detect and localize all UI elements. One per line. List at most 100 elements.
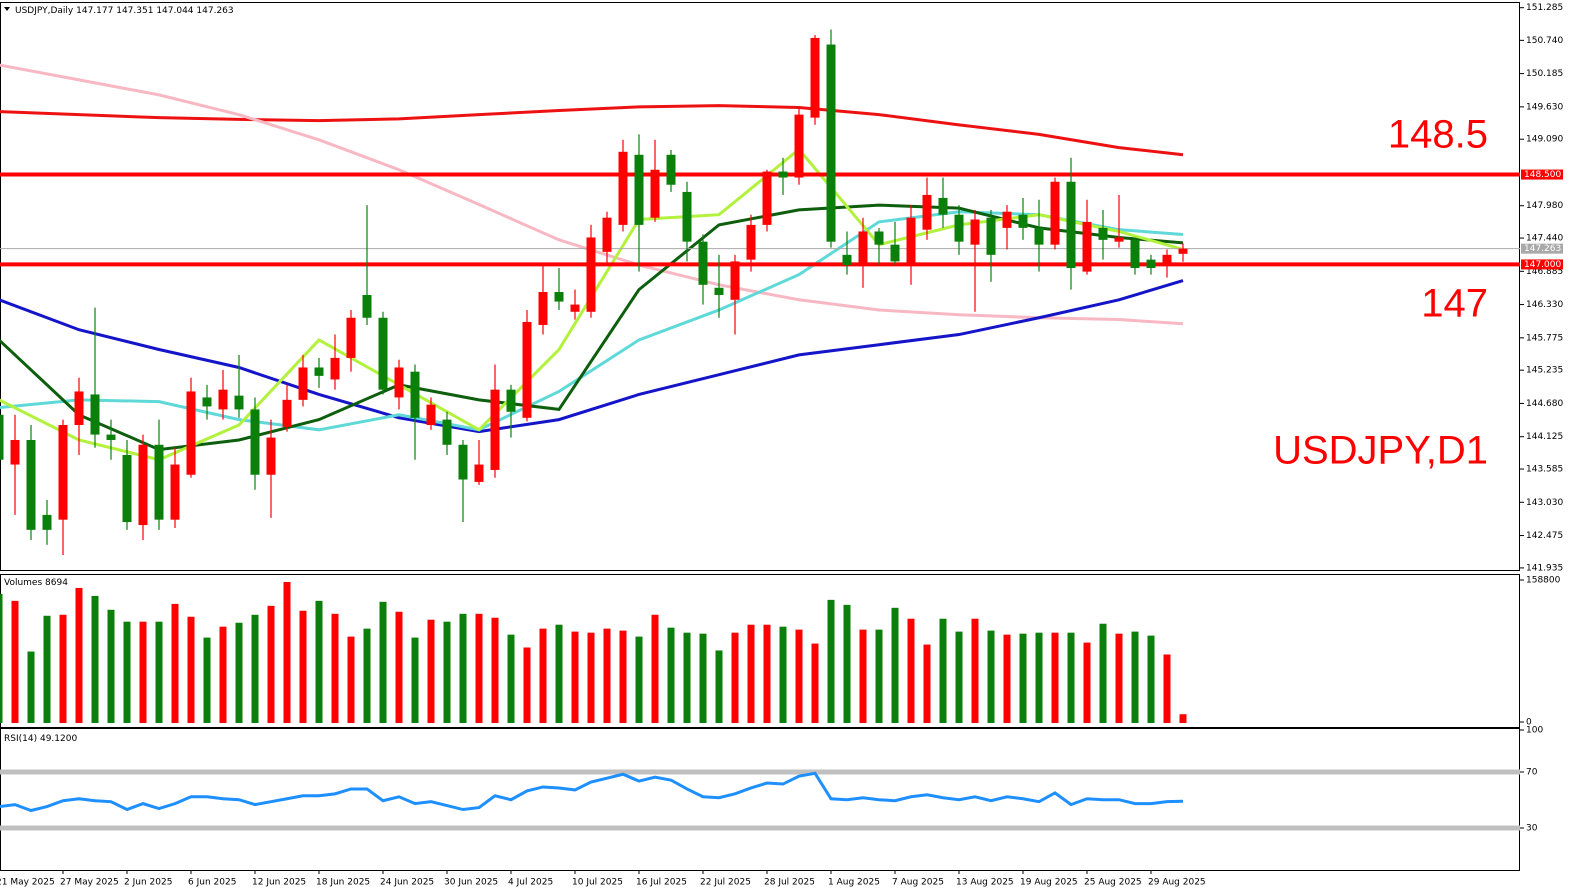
candle-body xyxy=(666,154,676,185)
candle-body xyxy=(522,321,532,418)
x-tick-label: 29 Aug 2025 xyxy=(1148,878,1206,888)
y-tick-label: 144.125 xyxy=(1526,432,1563,442)
y-tick-label: 70 xyxy=(1526,768,1538,778)
rsi-value: 49.1200 xyxy=(40,734,77,744)
candle-body xyxy=(746,224,756,260)
candle-body xyxy=(138,444,148,526)
candle-body xyxy=(218,389,228,410)
y-tick-label: 149.090 xyxy=(1526,135,1563,145)
volume-bar xyxy=(299,610,307,723)
candle-body xyxy=(794,114,804,178)
candle-body xyxy=(250,409,260,475)
candle-body xyxy=(0,414,4,460)
candle-body xyxy=(858,231,868,266)
volume-bar xyxy=(123,621,131,723)
candle-body xyxy=(1178,248,1188,254)
candle-body xyxy=(1050,181,1060,245)
x-tick-label: 22 Jul 2025 xyxy=(700,878,751,888)
x-tick-label: 21 May 2025 xyxy=(0,878,55,888)
y-tick-label: 147.440 xyxy=(1526,234,1563,244)
volume-bar xyxy=(75,587,83,723)
x-tick-label: 27 May 2025 xyxy=(60,878,119,888)
candle-body xyxy=(346,317,356,358)
candle-body xyxy=(922,194,932,230)
candle-body xyxy=(954,214,964,242)
rsi-line xyxy=(0,771,1184,813)
volume-bar xyxy=(139,621,147,723)
y-tick-label: 143.030 xyxy=(1526,498,1563,508)
candle-body xyxy=(234,395,244,410)
level-label-box xyxy=(1521,169,1563,180)
current-price-box xyxy=(1521,243,1563,254)
last-volume: 8694 xyxy=(45,578,68,588)
candle-body xyxy=(1034,227,1044,245)
volume-bar xyxy=(1163,654,1171,723)
volume-bar xyxy=(187,616,195,723)
volume-bar xyxy=(1115,633,1123,723)
volume-bar xyxy=(843,604,851,723)
volume-bar xyxy=(827,599,835,723)
y-tick-label: 142.475 xyxy=(1526,531,1563,541)
candle-body xyxy=(1018,214,1028,228)
y-tick-label: 151.285 xyxy=(1526,3,1563,13)
candle-body xyxy=(394,367,404,398)
candle-body xyxy=(106,434,116,440)
volume-bar xyxy=(219,626,227,723)
y-tick-label: 150.740 xyxy=(1526,36,1563,46)
volume-bar xyxy=(91,595,99,723)
x-tick-label: 28 Jul 2025 xyxy=(764,878,815,888)
candle-body xyxy=(586,237,596,312)
open: 147.177 xyxy=(76,6,113,16)
y-tick-label: 141.935 xyxy=(1526,563,1563,573)
volume-bar xyxy=(1067,632,1075,723)
candle-body xyxy=(362,294,372,318)
moving-average xyxy=(0,147,1184,462)
candle-body xyxy=(618,151,628,225)
moving-average xyxy=(0,210,1184,432)
candle-body xyxy=(1146,259,1156,269)
volume-bar xyxy=(171,603,179,723)
candle-body xyxy=(90,394,100,435)
candle-body xyxy=(1162,254,1172,266)
volume-plot xyxy=(0,581,1187,723)
rsi-panel xyxy=(0,728,1520,871)
volume-bar xyxy=(1131,631,1139,723)
candle-body xyxy=(490,389,500,470)
x-tick-label: 18 Jun 2025 xyxy=(316,878,370,888)
y-tick-label: 145.235 xyxy=(1526,366,1563,376)
price-panel xyxy=(0,2,1520,571)
y-tick-label: 145.775 xyxy=(1526,333,1563,343)
candle-body xyxy=(682,191,692,242)
x-tick-label: 13 Aug 2025 xyxy=(956,878,1014,888)
high: 147.351 xyxy=(116,6,153,16)
volume-bar xyxy=(11,600,19,723)
x-tick-label: 30 Jun 2025 xyxy=(444,878,498,888)
annotation: 147 xyxy=(1421,282,1488,326)
volume-bar xyxy=(315,600,323,723)
candle-body xyxy=(330,357,340,380)
volume-bar xyxy=(875,629,883,723)
candle-body xyxy=(602,217,612,252)
annotation: USDJPY,D1 xyxy=(1273,429,1488,473)
candle-body xyxy=(714,287,724,295)
volume-bar xyxy=(683,632,691,723)
candle-body xyxy=(986,217,996,255)
x-tick-label: 24 Jun 2025 xyxy=(380,878,434,888)
y-tick-label: 146.885 xyxy=(1526,267,1563,277)
volume-bar xyxy=(459,613,467,723)
axes: 151.285 150.740 150.185 149.630 149.090 147.9… xyxy=(0,3,1563,887)
volume-bar xyxy=(523,647,531,723)
candle-body xyxy=(810,37,820,118)
candle-body xyxy=(154,444,164,520)
volume-bar xyxy=(1019,633,1027,723)
candle-body xyxy=(650,169,660,218)
rsi-plot xyxy=(0,769,1520,831)
x-tick-label: 12 Jun 2025 xyxy=(252,878,306,888)
low: 147.044 xyxy=(156,6,193,16)
volume-bar xyxy=(667,627,675,723)
title: Volumes xyxy=(4,578,42,588)
volume-bar xyxy=(555,624,563,723)
x-tick-label: 7 Aug 2025 xyxy=(892,878,944,888)
candle-body xyxy=(842,254,852,266)
